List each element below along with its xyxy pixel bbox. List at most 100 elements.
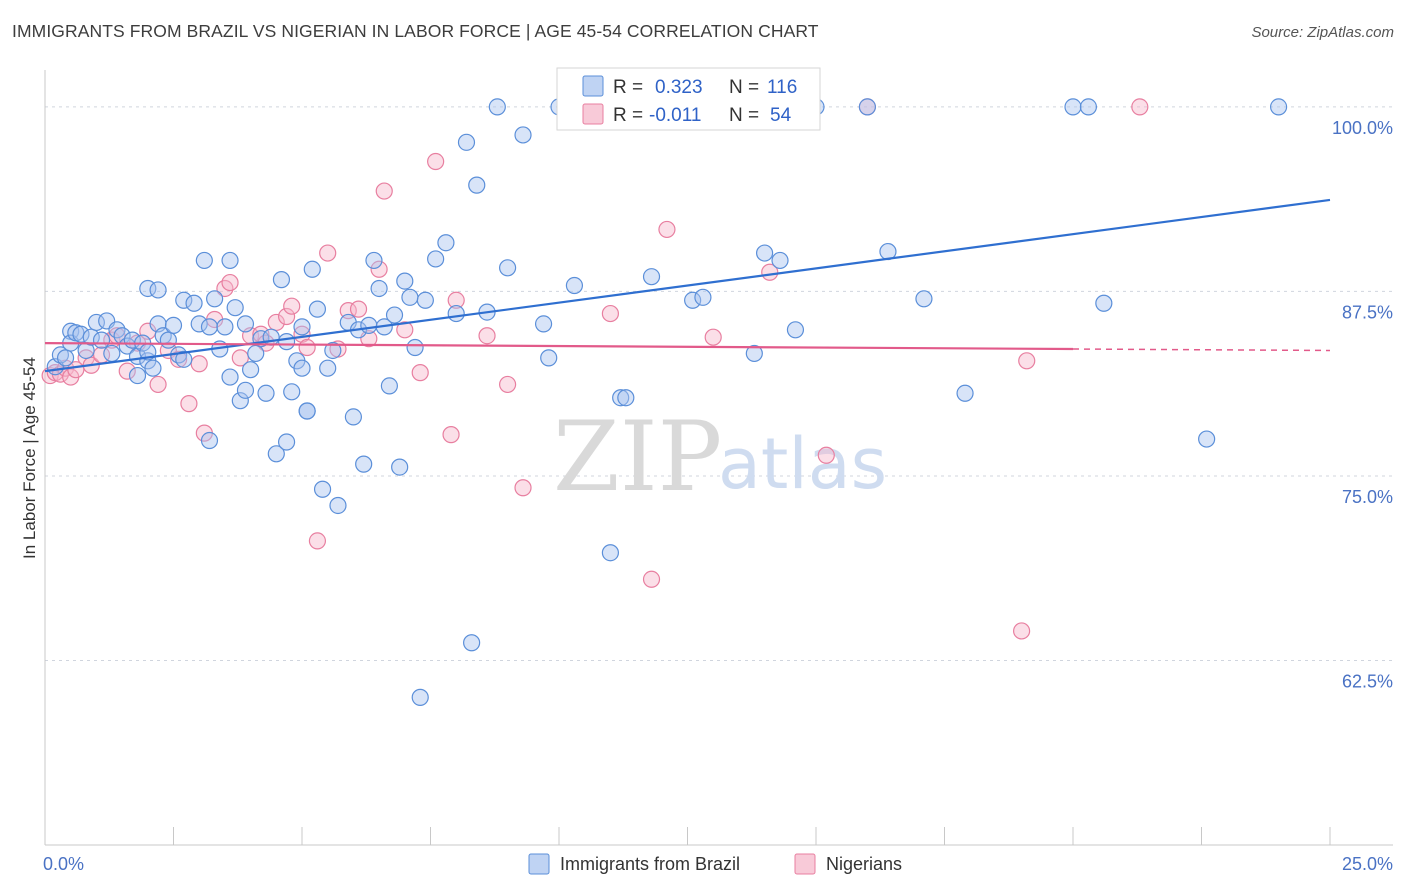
- brazil-point: [257, 384, 275, 402]
- nigeria-point: [170, 350, 188, 368]
- nigeria-point: [411, 364, 429, 382]
- brazil-point: [56, 349, 75, 367]
- nigeria-point: [298, 338, 316, 357]
- legend-brazil-name: Immigrants from Brazil: [560, 854, 740, 874]
- y-tick-label: 100.0%: [1332, 118, 1393, 138]
- nigeria-point: [704, 328, 722, 346]
- nigeria-point: [1018, 352, 1036, 370]
- brazil-point: [1198, 430, 1216, 448]
- nigeria-point: [118, 362, 136, 380]
- legend-nigeria-swatch: [582, 103, 604, 125]
- brazil-point: [175, 350, 193, 368]
- brazil-point: [236, 315, 255, 333]
- nigeria-point: [1012, 622, 1031, 640]
- nigeria-point: [370, 260, 388, 278]
- brazil-point: [565, 276, 584, 295]
- brazil-point: [313, 480, 332, 498]
- x-tick-label-min: 0.0%: [43, 854, 84, 874]
- brazil-point: [159, 331, 177, 349]
- nigeria-trend-extension: [1072, 348, 1331, 352]
- brazil-point: [786, 321, 805, 339]
- nigeria-point: [427, 152, 445, 171]
- legend-nigeria-name: Nigerians: [826, 854, 902, 874]
- brazil-point: [488, 98, 506, 116]
- nigeria-point: [283, 297, 301, 315]
- legend-nigeria-r-value: -0.011: [649, 105, 701, 126]
- brazil-point: [385, 306, 404, 324]
- brazil-point: [396, 272, 414, 290]
- brazil-point: [617, 389, 635, 407]
- brazil-point: [272, 271, 291, 289]
- nigeria-point: [1131, 98, 1149, 116]
- axes: [44, 70, 1393, 846]
- nigeria-point: [817, 446, 835, 464]
- legend-brazil-r-label: R =: [613, 77, 643, 98]
- brazil-point: [499, 259, 517, 277]
- brazil-point: [447, 304, 465, 323]
- brazil-point: [534, 315, 553, 333]
- brazil-point: [360, 316, 378, 334]
- nigeria-point: [190, 355, 208, 373]
- brazil-point: [457, 133, 476, 151]
- legend-nigeria-n-value: 54: [770, 105, 792, 126]
- nigeria-point: [396, 321, 414, 339]
- brazil-point: [858, 98, 877, 116]
- brazil-point: [149, 281, 167, 299]
- brazil-point: [956, 384, 974, 402]
- brazil-point: [329, 496, 347, 515]
- y-tick-label: 87.5%: [1342, 302, 1393, 322]
- source-credit: Source: ZipAtlas.com: [1251, 24, 1394, 41]
- nigeria-point: [277, 307, 296, 326]
- brazil-point: [236, 381, 255, 399]
- brazil-point: [694, 288, 712, 306]
- nigeria-point: [601, 304, 620, 323]
- brazil-point: [355, 455, 373, 473]
- brazil-point: [324, 341, 342, 360]
- y-axis-title: In Labor Force | Age 45-54: [20, 357, 39, 559]
- nigeria-points: [41, 98, 1149, 640]
- brazil-point: [200, 318, 219, 336]
- brazil-point: [308, 300, 327, 318]
- nigeria-point: [761, 263, 779, 281]
- legend-nigeria-r-label: R =: [613, 105, 643, 126]
- brazil-point: [267, 445, 285, 463]
- brazil-point: [401, 288, 419, 306]
- brazil-point: [642, 268, 661, 286]
- legend-brazil-swatch-bottom: [528, 853, 550, 875]
- brazil-point: [298, 402, 316, 420]
- brazil-point: [175, 291, 193, 309]
- trend-lines: [44, 198, 1331, 373]
- brazil-point: [190, 315, 208, 333]
- brazil-point: [463, 634, 481, 652]
- brazil-point: [195, 251, 213, 270]
- nigeria-point: [442, 426, 460, 444]
- legend-brazil-n-label: N =: [729, 77, 759, 98]
- legend-brazil-n-value: 116: [767, 77, 797, 98]
- brazil-point: [144, 359, 162, 377]
- brazil-point: [128, 366, 147, 385]
- brazil-point: [370, 279, 388, 298]
- nigeria-point: [478, 327, 496, 345]
- x-tick-labels: 0.0% 25.0%: [43, 854, 1393, 874]
- legend-nigeria-n-label: N =: [729, 105, 759, 126]
- brazil-point: [771, 251, 789, 270]
- brazil-point: [540, 349, 558, 367]
- brazil-point: [293, 318, 311, 336]
- y-tick-label: 62.5%: [1342, 671, 1393, 691]
- brazil-point: [1269, 98, 1288, 116]
- brazil-point: [1079, 98, 1098, 116]
- brazil-point: [1064, 98, 1082, 116]
- brazil-point: [380, 377, 398, 395]
- nigeria-point: [514, 479, 532, 497]
- nigeria-point: [499, 375, 517, 394]
- brazil-point: [164, 316, 183, 334]
- legend-nigeria-swatch-bottom: [794, 853, 816, 875]
- brazil-point: [293, 359, 311, 377]
- brazil-point: [406, 338, 424, 357]
- nigeria-point: [180, 395, 198, 413]
- watermark-zip: ZIP: [553, 401, 722, 513]
- brazil-point: [51, 346, 70, 364]
- brazil-point: [915, 290, 933, 308]
- brazil-point: [216, 318, 234, 336]
